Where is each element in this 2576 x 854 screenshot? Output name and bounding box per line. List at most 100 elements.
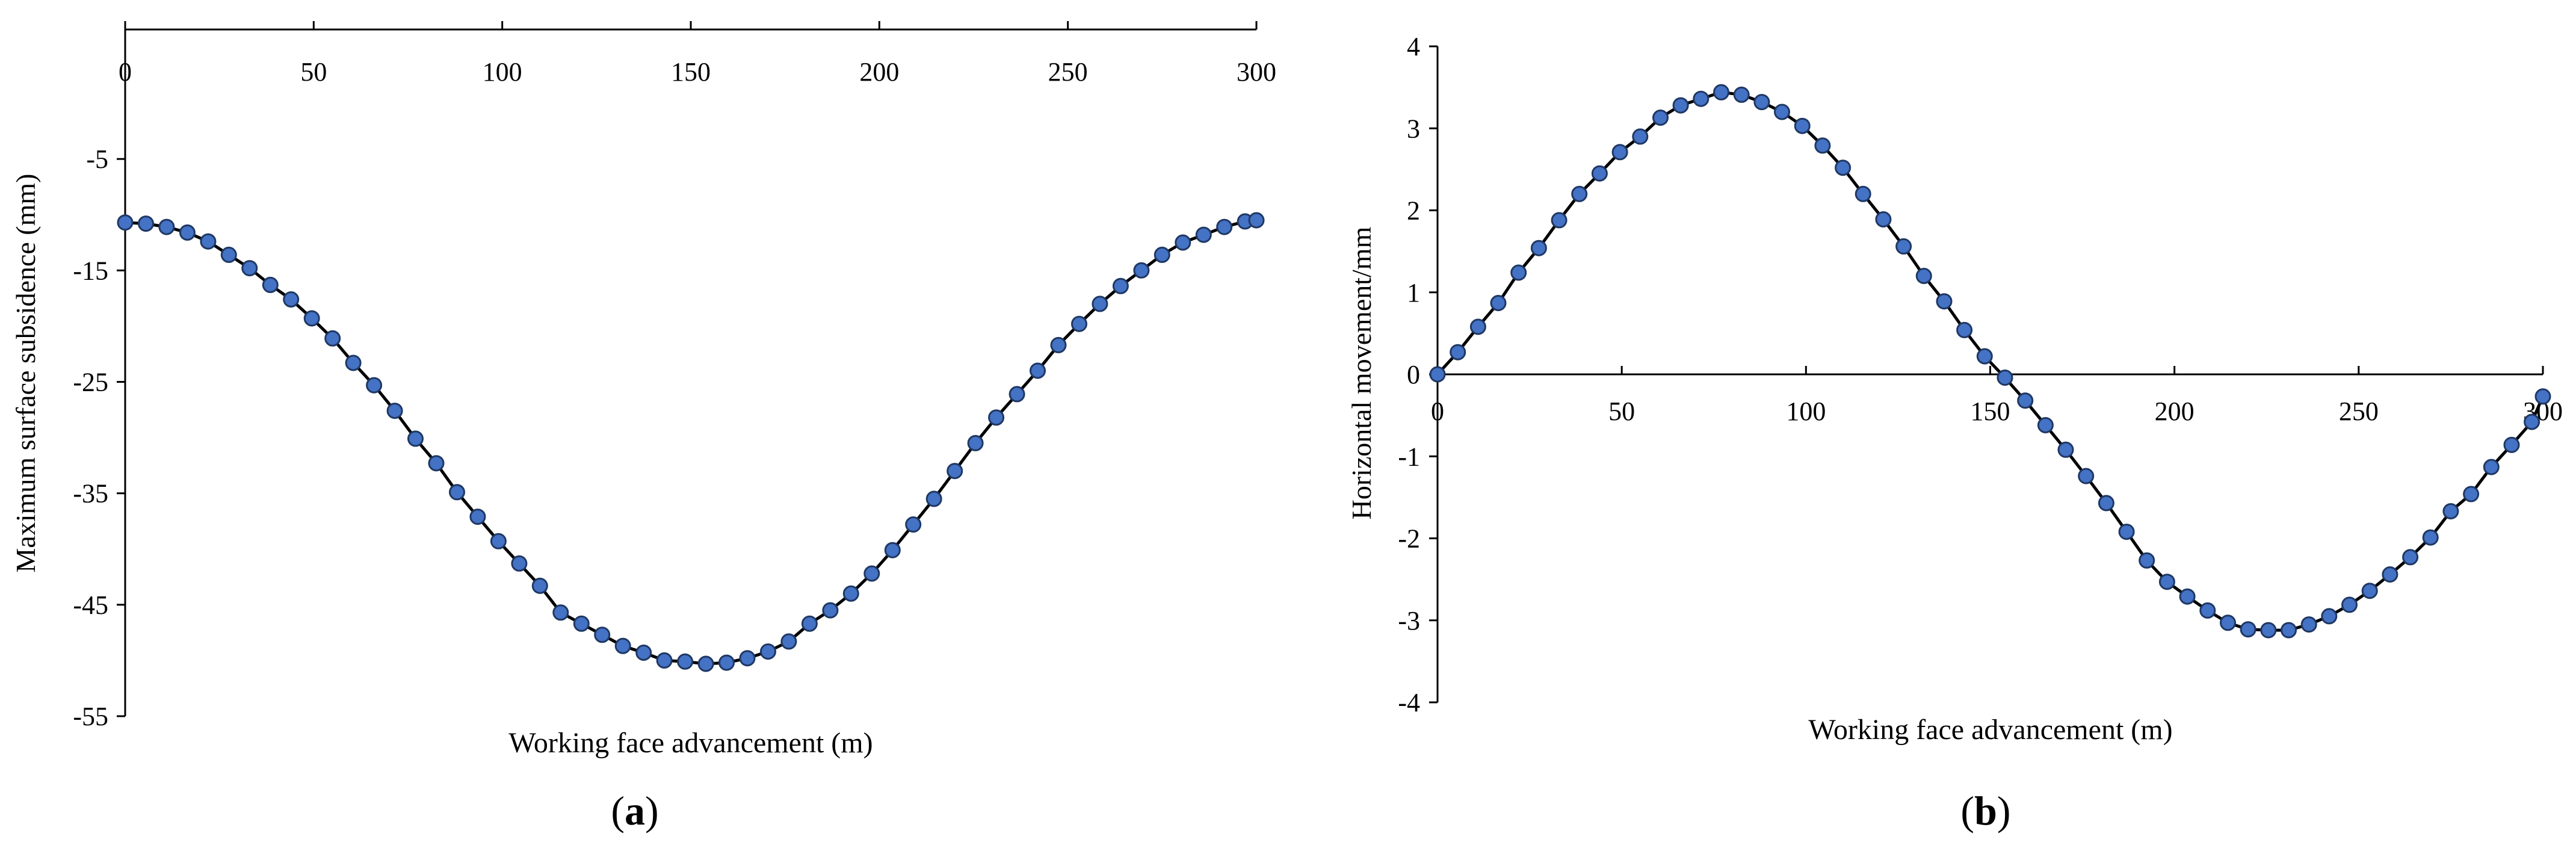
data-point [345, 354, 362, 371]
data-point [1248, 212, 1265, 229]
data-point [842, 585, 859, 602]
data-point [2463, 486, 2480, 503]
subsidence-chart: 0 50 100 150 200 250 300 -5 -15 -25 -35 -45 -55 Wor… [10, 21, 1276, 834]
y-tick-label: 1 [1407, 278, 1420, 308]
data-point [760, 643, 776, 660]
data-point [677, 653, 694, 670]
series-line [125, 218, 1257, 666]
data-markers [117, 212, 1265, 672]
data-point [1976, 348, 1993, 365]
data-point [2220, 614, 2236, 631]
data-point [1632, 128, 1649, 145]
data-point [1956, 321, 1973, 338]
data-point [117, 214, 134, 231]
data-point [947, 463, 963, 480]
panel-label-b-letter: b [1974, 788, 1997, 834]
data-point [324, 330, 341, 347]
data-point [303, 310, 320, 327]
data-point [2524, 413, 2540, 430]
data-point [1591, 165, 1608, 182]
data-point [1112, 277, 1129, 294]
data-point [2503, 436, 2520, 453]
data-point [697, 655, 714, 672]
data-point [2139, 552, 2155, 569]
data-point [2442, 503, 2459, 519]
data-point [614, 637, 631, 654]
data-point [1875, 211, 1892, 227]
data-point [1450, 344, 1466, 360]
data-point [1936, 293, 1953, 310]
data-point [449, 484, 465, 501]
data-point [552, 604, 569, 621]
data-point [2017, 392, 2034, 409]
data-point [1835, 159, 1852, 176]
y-tick-labels: -5 -15 -25 -35 -45 -55 [73, 144, 108, 731]
data-point [1175, 234, 1191, 251]
data-point [905, 516, 922, 533]
x-tick-label: 0 [1431, 397, 1444, 426]
y-tick-labels: 4 3 2 1 0 -1 -2 -3 -4 [1398, 32, 1420, 717]
data-point [1551, 212, 1568, 229]
data-point [283, 291, 300, 308]
data-point [1429, 366, 1446, 383]
y-axis-label: Horizontal movement/mm [1346, 226, 1377, 519]
data-point [1733, 86, 1750, 103]
data-point [1195, 226, 1212, 243]
data-point [2179, 588, 2196, 605]
data-point [1092, 295, 1108, 312]
data-point [925, 490, 942, 507]
data-point [635, 645, 652, 661]
data-point [2361, 583, 2378, 599]
panel-label-a: (a) [611, 788, 658, 834]
y-tick-label: -4 [1398, 688, 1420, 717]
data-point [2483, 459, 2500, 475]
x-tick-labels: 0 50 100 150 200 250 300 [119, 57, 1276, 87]
data-point [2037, 417, 2054, 433]
data-point [200, 233, 217, 250]
data-point [1133, 262, 1150, 279]
data-point [822, 602, 839, 619]
x-axis-label: Working face advancement (m) [1808, 714, 2172, 746]
data-point [428, 455, 445, 472]
data-point [511, 555, 528, 572]
x-tick-label: 250 [1048, 57, 1088, 87]
data-point [366, 377, 383, 394]
data-point [1216, 218, 1233, 235]
data-point [1154, 246, 1170, 263]
data-point [801, 615, 818, 632]
y-tick-label: -35 [73, 479, 108, 509]
x-tick-label: 150 [671, 57, 711, 87]
y-tick-label: 4 [1407, 32, 1420, 61]
data-point [1794, 117, 1811, 134]
y-tick-label: -25 [73, 368, 108, 397]
y-tick-label: -2 [1398, 524, 1420, 554]
y-tick-label: -15 [73, 256, 108, 285]
data-point [2057, 441, 2074, 458]
data-point [1652, 110, 1669, 126]
data-point [1571, 185, 1588, 202]
data-point [2260, 622, 2277, 639]
data-point [158, 218, 175, 235]
x-tick-label: 100 [1786, 397, 1826, 426]
data-point [2240, 621, 2256, 638]
y-tick-label: -55 [73, 702, 108, 731]
y-tick-label: -45 [73, 590, 108, 620]
data-point [656, 652, 673, 669]
data-point [1693, 90, 1710, 107]
data-point [1774, 104, 1790, 120]
x-tick-label: 50 [300, 57, 327, 87]
data-point [2098, 495, 2114, 512]
data-markers [1429, 84, 2551, 639]
y-tick-label: -3 [1398, 606, 1420, 636]
x-tick-label: 200 [859, 57, 899, 87]
y-tick-label: -1 [1398, 442, 1420, 471]
data-point [138, 215, 154, 232]
data-point [2341, 596, 2358, 613]
data-point [1071, 315, 1087, 332]
data-point [1008, 386, 1025, 403]
data-point [1050, 336, 1067, 353]
x-tick-labels: 0 50 100 150 200 250 300 [1431, 397, 2563, 426]
x-tick-label: 200 [2155, 397, 2195, 426]
x-tick-label: 100 [483, 57, 522, 87]
x-tick-label: 300 [1237, 57, 1276, 87]
